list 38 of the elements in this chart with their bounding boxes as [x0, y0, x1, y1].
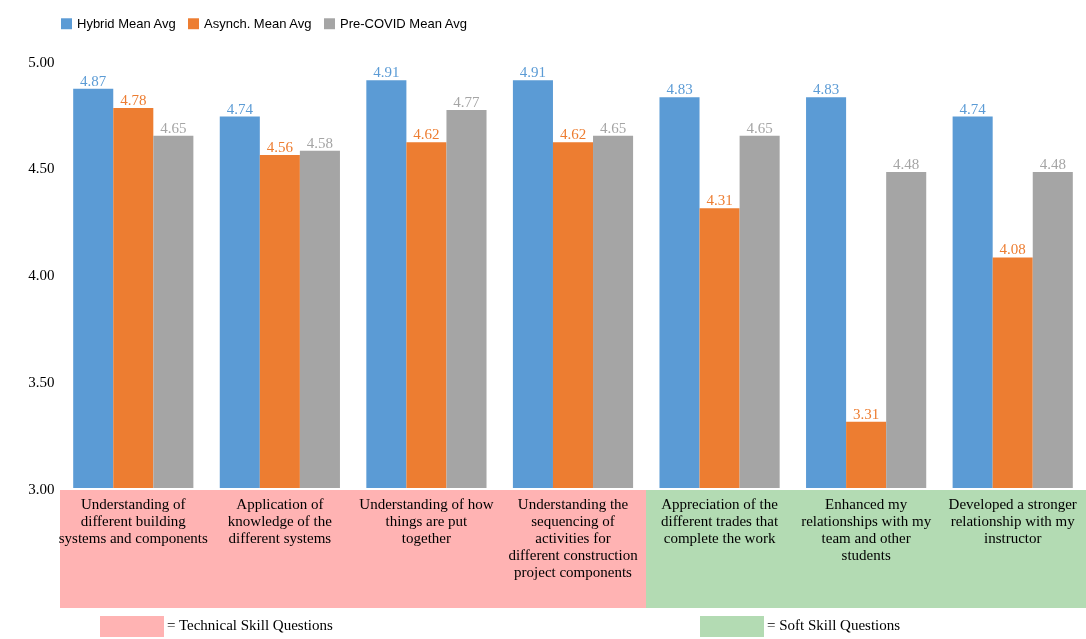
text: = Soft Skill Questions	[767, 617, 901, 634]
data-label: 4.58	[306, 134, 334, 151]
text: = Technical Skill Questions	[167, 617, 333, 634]
data-label: 4.65	[160, 119, 187, 136]
x-tick-label: Understanding of how things are put together	[359, 495, 494, 546]
x-tick-label: Understanding of different building systems and components	[58, 495, 209, 546]
y-tick-label: 4.50	[28, 160, 55, 177]
data-label: 4.31	[706, 192, 733, 209]
data-label: 4.91	[373, 64, 400, 81]
data-label: 4.74	[226, 100, 254, 117]
data-label: 3.31	[853, 405, 880, 422]
x-tick-label: Enhanced my relationships with my team and other students	[801, 495, 932, 563]
x-tick-label: Appreciation of the different trades that complete the work	[660, 495, 779, 546]
data-label: 4.78	[120, 91, 147, 108]
x-tick-label: Application of knowledge of the different systems	[227, 495, 333, 546]
data-label: 4.65	[746, 119, 773, 136]
data-label: 4.48	[1039, 156, 1066, 173]
y-tick-label: 5.00	[28, 53, 55, 70]
legend-label: Pre-COVID Mean Avg	[340, 15, 467, 31]
x-tick-label: Developed a stronger relationship with my instructor	[948, 495, 1077, 546]
data-label: 4.48	[893, 156, 920, 173]
data-label: 4.77	[453, 94, 481, 111]
data-label: 4.83	[666, 81, 693, 98]
data-label: 4.83	[812, 81, 840, 98]
legend-label: Hybrid Mean Avg	[77, 15, 176, 31]
data-label: 4.87	[80, 72, 107, 89]
data-label: 4.74	[959, 100, 987, 117]
data-label: 4.91	[519, 64, 547, 81]
y-tick-label: 3.50	[28, 373, 55, 390]
data-label: 4.08	[999, 241, 1026, 258]
data-label: 4.62	[413, 126, 440, 143]
x-tick-label: Understanding the sequencing of activities for different construction project components	[508, 495, 639, 580]
y-tick-label: 3.00	[28, 480, 55, 497]
y-tick-label: 4.00	[28, 267, 55, 283]
data-label: 4.56	[266, 138, 294, 155]
data-label: 4.62	[559, 126, 587, 143]
legend-label: Asynch. Mean Avg	[204, 15, 312, 31]
data-label: 4.65	[599, 119, 627, 136]
